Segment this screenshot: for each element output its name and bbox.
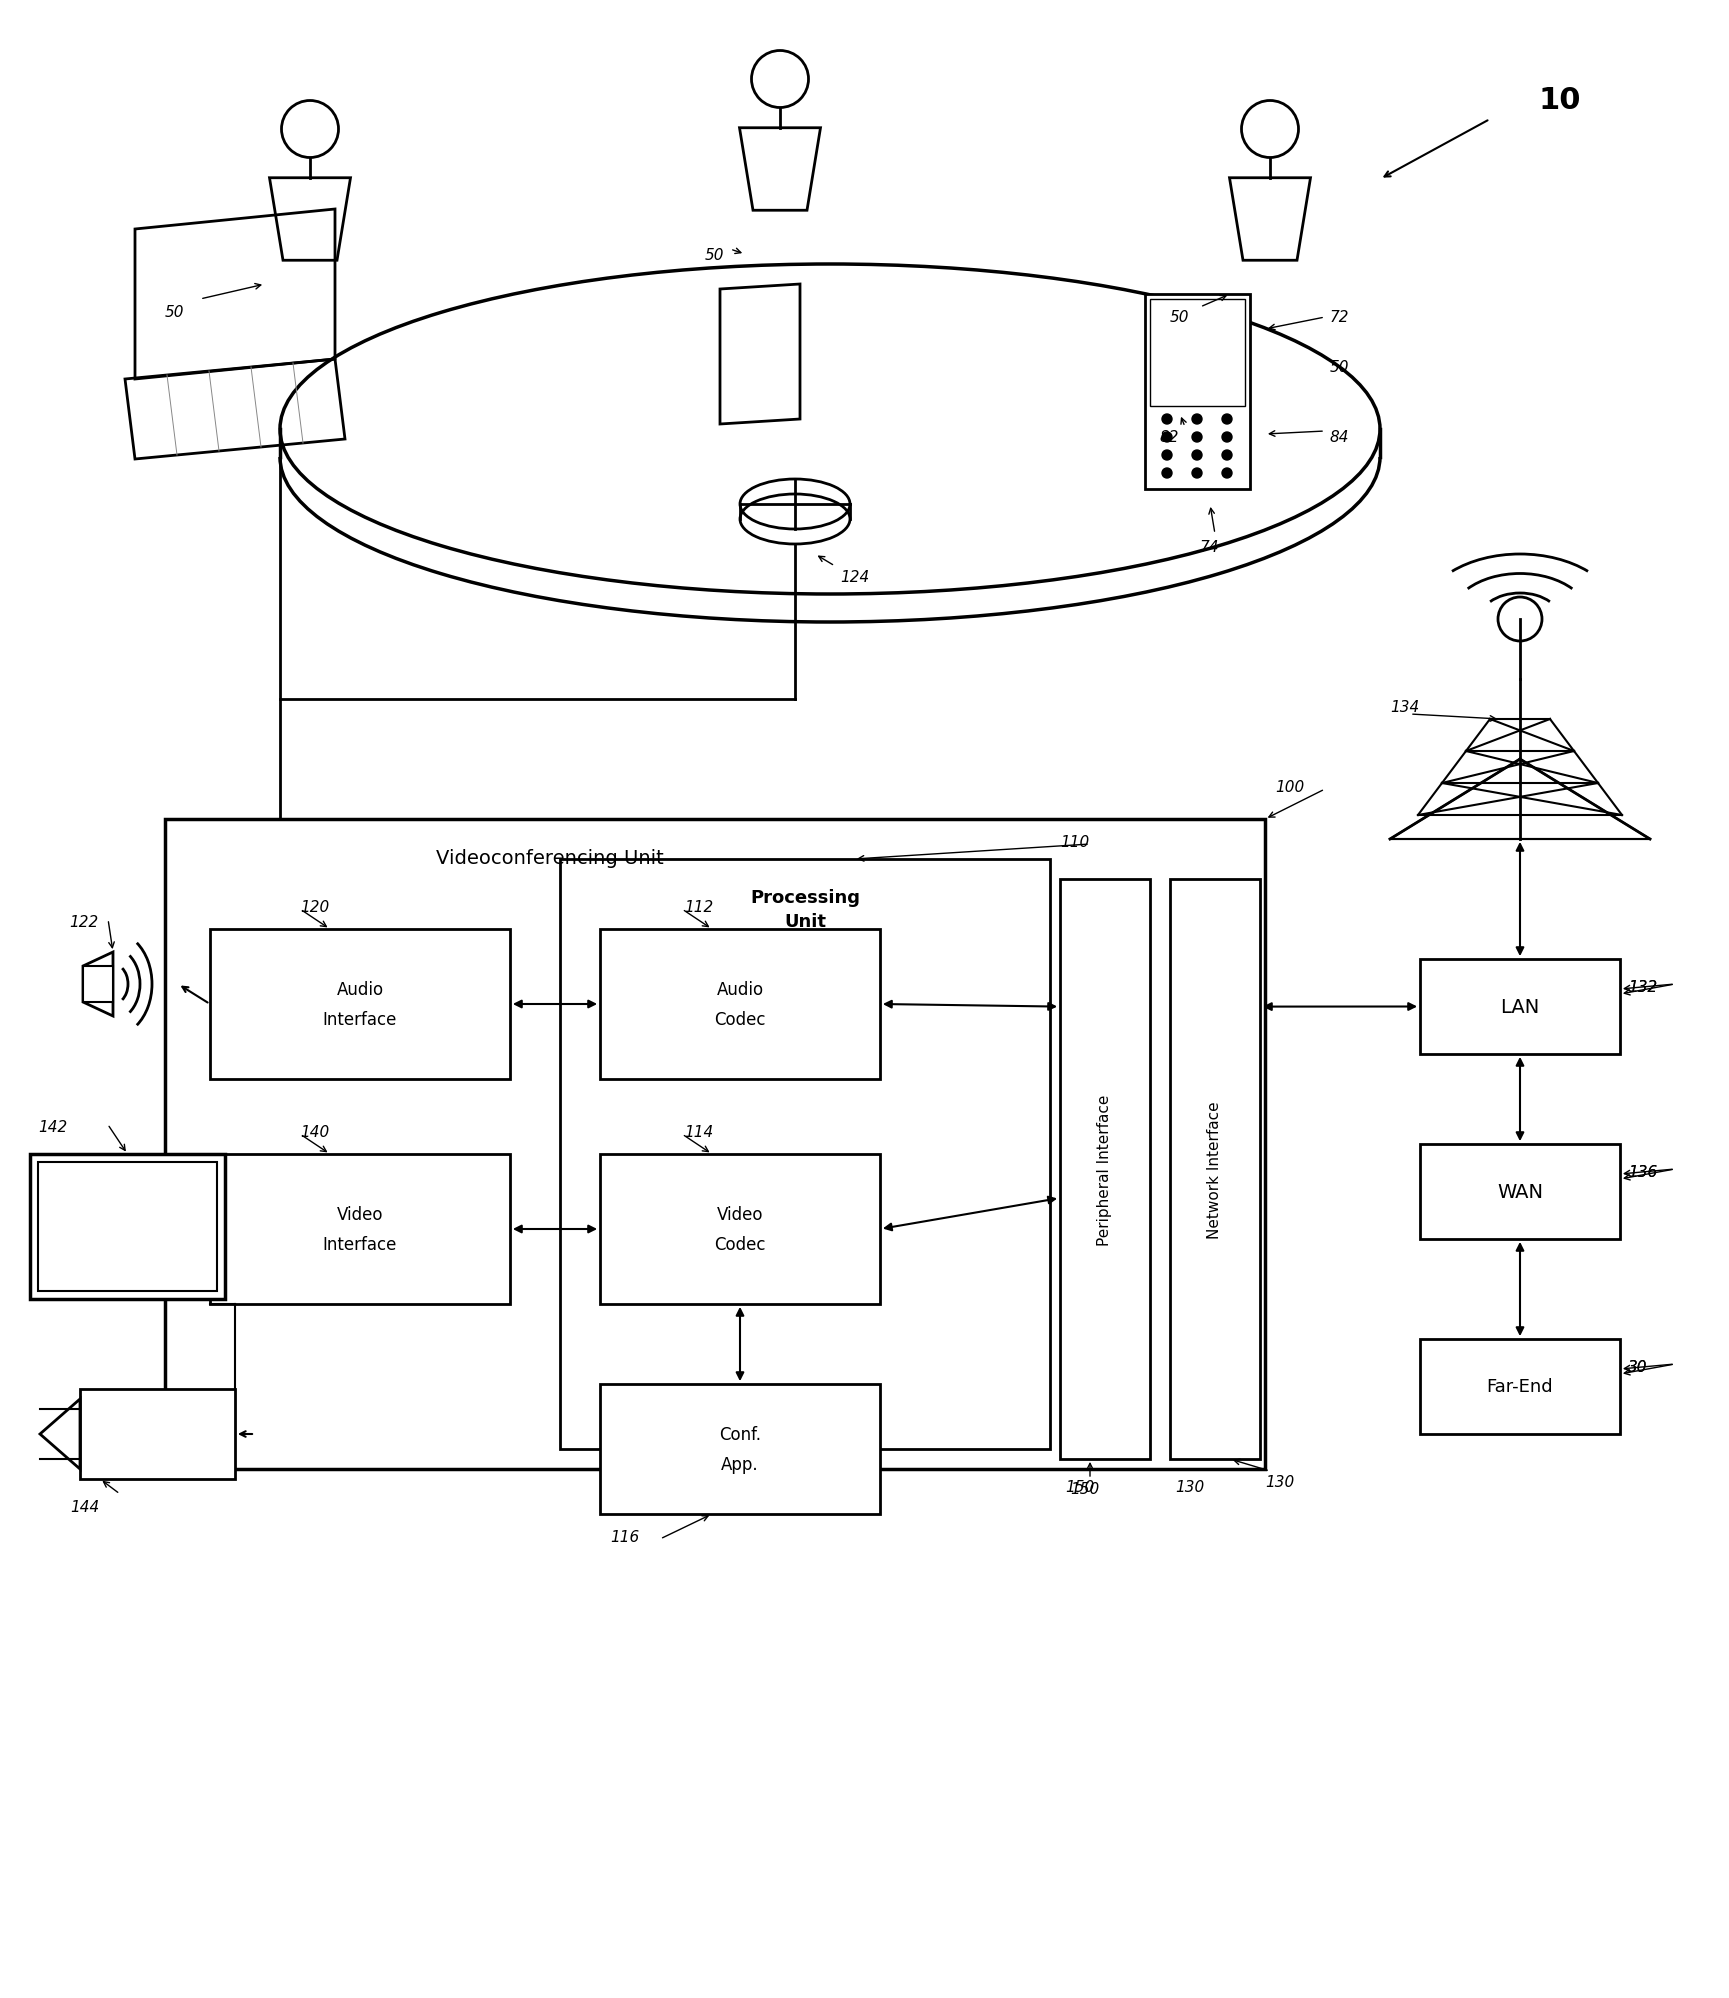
Text: 134: 134 — [1390, 699, 1420, 715]
Circle shape — [1222, 452, 1233, 462]
Text: 122: 122 — [69, 915, 99, 929]
Circle shape — [1222, 470, 1233, 480]
Bar — [1171, 879, 1260, 1459]
Bar — [1150, 300, 1245, 408]
Bar — [209, 1155, 510, 1305]
Text: 30: 30 — [1629, 1359, 1648, 1375]
Text: 130: 130 — [1176, 1479, 1205, 1495]
Text: Video: Video — [718, 1205, 762, 1223]
Bar — [600, 929, 880, 1079]
Bar — [29, 1155, 225, 1299]
Text: 130: 130 — [1266, 1475, 1295, 1489]
Bar — [1420, 1339, 1620, 1435]
Text: 116: 116 — [610, 1528, 640, 1544]
Bar — [560, 859, 1050, 1449]
Text: 150: 150 — [1070, 1481, 1100, 1497]
Text: 112: 112 — [685, 899, 714, 915]
Circle shape — [1191, 416, 1202, 426]
Text: 50: 50 — [705, 248, 724, 264]
Text: 50: 50 — [1330, 360, 1350, 376]
Circle shape — [1162, 434, 1172, 444]
Text: Codec: Codec — [714, 1235, 766, 1253]
Text: Unit: Unit — [783, 913, 826, 931]
Text: Far-End: Far-End — [1487, 1379, 1553, 1397]
Text: Interface: Interface — [323, 1235, 398, 1253]
Text: 110: 110 — [1060, 835, 1089, 849]
Circle shape — [1162, 416, 1172, 426]
Bar — [1060, 879, 1150, 1459]
Bar — [600, 1385, 880, 1514]
Text: 30: 30 — [1629, 1359, 1648, 1375]
Text: Network Interface: Network Interface — [1207, 1101, 1222, 1239]
Bar — [1420, 1145, 1620, 1239]
Text: 74: 74 — [1200, 539, 1219, 555]
Text: 144: 144 — [69, 1498, 99, 1514]
Circle shape — [1162, 452, 1172, 462]
Bar — [80, 1389, 235, 1479]
Circle shape — [1222, 434, 1233, 444]
Text: 100: 100 — [1274, 779, 1304, 795]
Text: Video: Video — [337, 1205, 384, 1223]
Text: 142: 142 — [38, 1119, 67, 1135]
Text: 72: 72 — [1330, 310, 1350, 326]
Text: Conf.: Conf. — [719, 1425, 761, 1443]
Text: 84: 84 — [1330, 430, 1350, 446]
Circle shape — [1191, 434, 1202, 444]
Circle shape — [1222, 416, 1233, 426]
Text: 120: 120 — [301, 899, 329, 915]
Text: App.: App. — [721, 1455, 759, 1473]
Text: LAN: LAN — [1501, 997, 1539, 1017]
Text: 114: 114 — [685, 1125, 714, 1139]
Text: Peripheral Interface: Peripheral Interface — [1098, 1093, 1112, 1245]
Text: 50: 50 — [164, 306, 185, 320]
Text: 140: 140 — [301, 1125, 329, 1139]
Text: Processing: Processing — [750, 889, 859, 907]
Text: 50: 50 — [1171, 310, 1190, 326]
Bar — [1145, 296, 1250, 490]
Bar — [209, 929, 510, 1079]
Text: Interface: Interface — [323, 1011, 398, 1029]
Text: 10: 10 — [1539, 86, 1582, 114]
Bar — [38, 1163, 218, 1291]
Text: Videoconferencing Unit: Videoconferencing Unit — [436, 847, 664, 867]
Text: Audio: Audio — [716, 981, 764, 999]
Text: Codec: Codec — [714, 1011, 766, 1029]
Text: 124: 124 — [840, 569, 870, 585]
Circle shape — [1162, 470, 1172, 480]
Text: Audio: Audio — [337, 981, 384, 999]
Text: 82: 82 — [1160, 430, 1179, 446]
Text: 132: 132 — [1629, 979, 1658, 995]
Text: 136: 136 — [1629, 1165, 1658, 1179]
Bar — [1420, 959, 1620, 1055]
Bar — [600, 1155, 880, 1305]
Circle shape — [1191, 470, 1202, 480]
Text: 132: 132 — [1629, 979, 1658, 995]
Bar — [164, 819, 1266, 1469]
Circle shape — [1191, 452, 1202, 462]
Text: 150: 150 — [1065, 1479, 1094, 1495]
Bar — [83, 967, 112, 1003]
Text: 136: 136 — [1629, 1165, 1658, 1179]
Text: WAN: WAN — [1497, 1183, 1542, 1201]
